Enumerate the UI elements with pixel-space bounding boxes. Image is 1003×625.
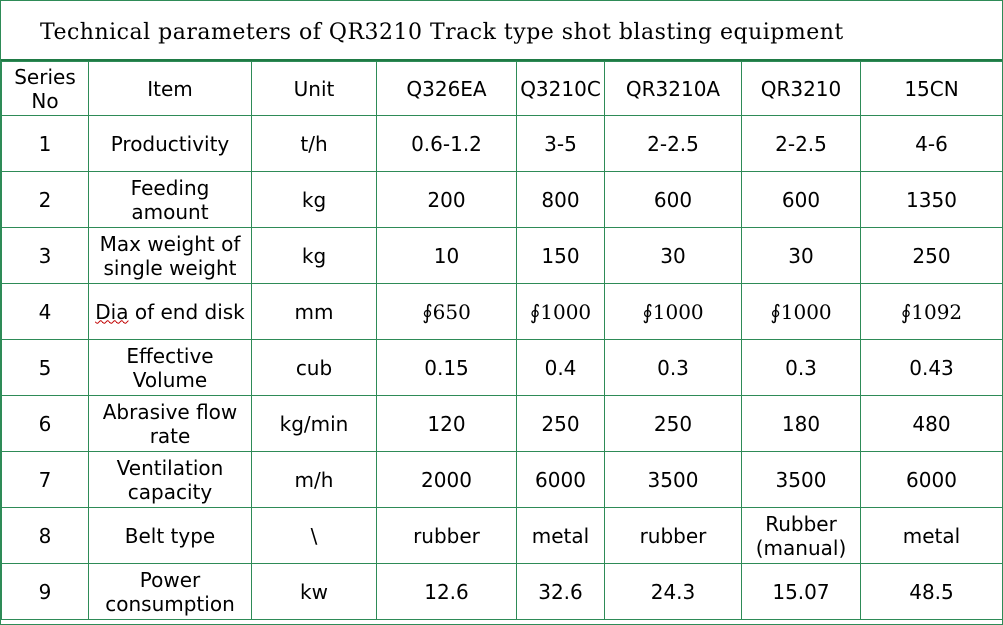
cell-value: 6000 (860, 451, 1003, 508)
cell-unit: kg/min (251, 395, 377, 452)
cell-value: 150 (516, 227, 605, 284)
cell-series-no: 4 (1, 283, 89, 340)
parameters-table: Series No Item Unit Q326EA Q3210C QR3210… (1, 61, 1003, 620)
table-row: 6 Abrasive flow rate kg/min 120 250 250 … (1, 395, 1003, 452)
cell-series-no: 3 (1, 227, 89, 284)
cell-unit: m/h (251, 451, 377, 508)
cell-value: 30 (741, 227, 861, 284)
cell-item: Power consumption (88, 563, 252, 620)
cell-item: Productivity (88, 115, 252, 172)
table-row: 3 Max weight of single weight kg 10 150 … (1, 227, 1003, 284)
cell-value: 3500 (741, 451, 861, 508)
cell-value: 0.15 (376, 339, 517, 396)
cell-value: 250 (516, 395, 605, 452)
table-row: 7 Ventilation capacity m/h 2000 6000 350… (1, 451, 1003, 508)
cell-value: 3-5 (516, 115, 605, 172)
cell-value: ∮1000 (604, 283, 742, 340)
cell-value: 15.07 (741, 563, 861, 620)
table-row: 1 Productivity t/h 0.6-1.2 3-5 2-2.5 2-2… (1, 115, 1003, 172)
table-row: 2 Feeding amount kg 200 800 600 600 1350 (1, 171, 1003, 228)
cell-unit: \ (251, 507, 377, 564)
cell-item: Dia of end disk (88, 283, 252, 340)
cell-value: metal (860, 507, 1003, 564)
header-qr3210a: QR3210A (604, 61, 742, 116)
header-qr3210: QR3210 (741, 61, 861, 116)
cell-value: ∮1000 (741, 283, 861, 340)
cell-value: 0.3 (604, 339, 742, 396)
cell-value: 2-2.5 (604, 115, 742, 172)
cell-series-no: 2 (1, 171, 89, 228)
cell-value: 2000 (376, 451, 517, 508)
cell-item: Abrasive flow rate (88, 395, 252, 452)
cell-unit: cub (251, 339, 377, 396)
cell-value: 4-6 (860, 115, 1003, 172)
cell-value: 250 (604, 395, 742, 452)
cell-value: 2-2.5 (741, 115, 861, 172)
cell-item: Effective Volume (88, 339, 252, 396)
cell-value: 600 (604, 171, 742, 228)
cell-series-no: 1 (1, 115, 89, 172)
header-series-no: Series No (1, 61, 89, 116)
header-q326ea: Q326EA (376, 61, 517, 116)
cell-value: 200 (376, 171, 517, 228)
header-unit: Unit (251, 61, 377, 116)
table-row: 9 Power consumption kw 12.6 32.6 24.3 15… (1, 563, 1003, 620)
cell-unit: mm (251, 283, 377, 340)
cell-item: Belt type (88, 507, 252, 564)
cell-series-no: 6 (1, 395, 89, 452)
page-title: Technical parameters of QR3210 Track typ… (1, 1, 1002, 61)
header-row: Series No Item Unit Q326EA Q3210C QR3210… (1, 61, 1003, 116)
cell-series-no: 8 (1, 507, 89, 564)
header-15cn: 15CN (860, 61, 1003, 116)
cell-series-no: 9 (1, 563, 89, 620)
cell-value: ∮1092 (860, 283, 1003, 340)
table-row: 8 Belt type \ rubber metal rubber Rubber… (1, 507, 1003, 564)
header-item: Item (88, 61, 252, 116)
cell-value: 1350 (860, 171, 1003, 228)
cell-value: 0.3 (741, 339, 861, 396)
header-q3210c: Q3210C (516, 61, 605, 116)
cell-value: 24.3 (604, 563, 742, 620)
cell-series-no: 7 (1, 451, 89, 508)
cell-item: Ventilation capacity (88, 451, 252, 508)
cell-value: rubber (604, 507, 742, 564)
cell-value: 12.6 (376, 563, 517, 620)
cell-value: rubber (376, 507, 517, 564)
cell-series-no: 5 (1, 339, 89, 396)
table-row: 5 Effective Volume cub 0.15 0.4 0.3 0.3 … (1, 339, 1003, 396)
cell-value: 800 (516, 171, 605, 228)
cell-value: 3500 (604, 451, 742, 508)
cell-value: metal (516, 507, 605, 564)
cell-value: 180 (741, 395, 861, 452)
cell-value: ∮1000 (516, 283, 605, 340)
cell-value: 0.43 (860, 339, 1003, 396)
cell-value: 600 (741, 171, 861, 228)
cell-value: 0.6-1.2 (376, 115, 517, 172)
cell-item: Max weight of single weight (88, 227, 252, 284)
cell-unit: kg (251, 171, 377, 228)
cell-value: 32.6 (516, 563, 605, 620)
cell-value: 250 (860, 227, 1003, 284)
cell-value: 30 (604, 227, 742, 284)
cell-unit: kg (251, 227, 377, 284)
cell-value: 48.5 (860, 563, 1003, 620)
cell-value: 6000 (516, 451, 605, 508)
cell-value: Rubber (manual) (741, 507, 861, 564)
cell-unit: kw (251, 563, 377, 620)
cell-value: 10 (376, 227, 517, 284)
cell-unit: t/h (251, 115, 377, 172)
table-row: 4 Dia of end disk mm ∮650 ∮1000 ∮1000 ∮1… (1, 283, 1003, 340)
cell-value: 120 (376, 395, 517, 452)
cell-item: Feeding amount (88, 171, 252, 228)
spellcheck-underline: Dia (95, 299, 129, 324)
cell-value: ∮650 (376, 283, 517, 340)
cell-value: 0.4 (516, 339, 605, 396)
cell-value: 480 (860, 395, 1003, 452)
